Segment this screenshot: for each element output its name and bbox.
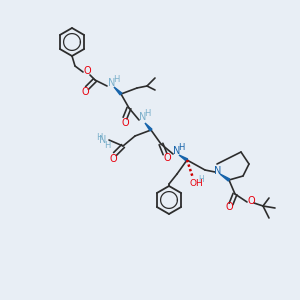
Text: O: O [81, 87, 89, 97]
Text: O: O [109, 154, 117, 164]
Text: H: H [96, 134, 102, 142]
Text: OH: OH [189, 178, 203, 188]
Text: H: H [104, 142, 110, 151]
Polygon shape [220, 174, 230, 181]
Text: O: O [121, 118, 129, 128]
Text: O: O [225, 202, 233, 212]
Text: N: N [214, 166, 222, 176]
Text: N: N [173, 146, 181, 156]
Polygon shape [114, 87, 122, 95]
Text: H: H [144, 109, 150, 118]
Text: H: H [178, 142, 184, 152]
Text: N: N [139, 112, 147, 122]
Text: N: N [99, 135, 107, 145]
Text: O: O [247, 196, 255, 206]
Polygon shape [145, 123, 152, 131]
Text: O: O [163, 153, 171, 163]
Polygon shape [179, 155, 188, 161]
Text: O: O [83, 66, 91, 76]
Text: H: H [113, 76, 119, 85]
Text: H: H [198, 176, 204, 184]
Text: N: N [108, 78, 116, 88]
